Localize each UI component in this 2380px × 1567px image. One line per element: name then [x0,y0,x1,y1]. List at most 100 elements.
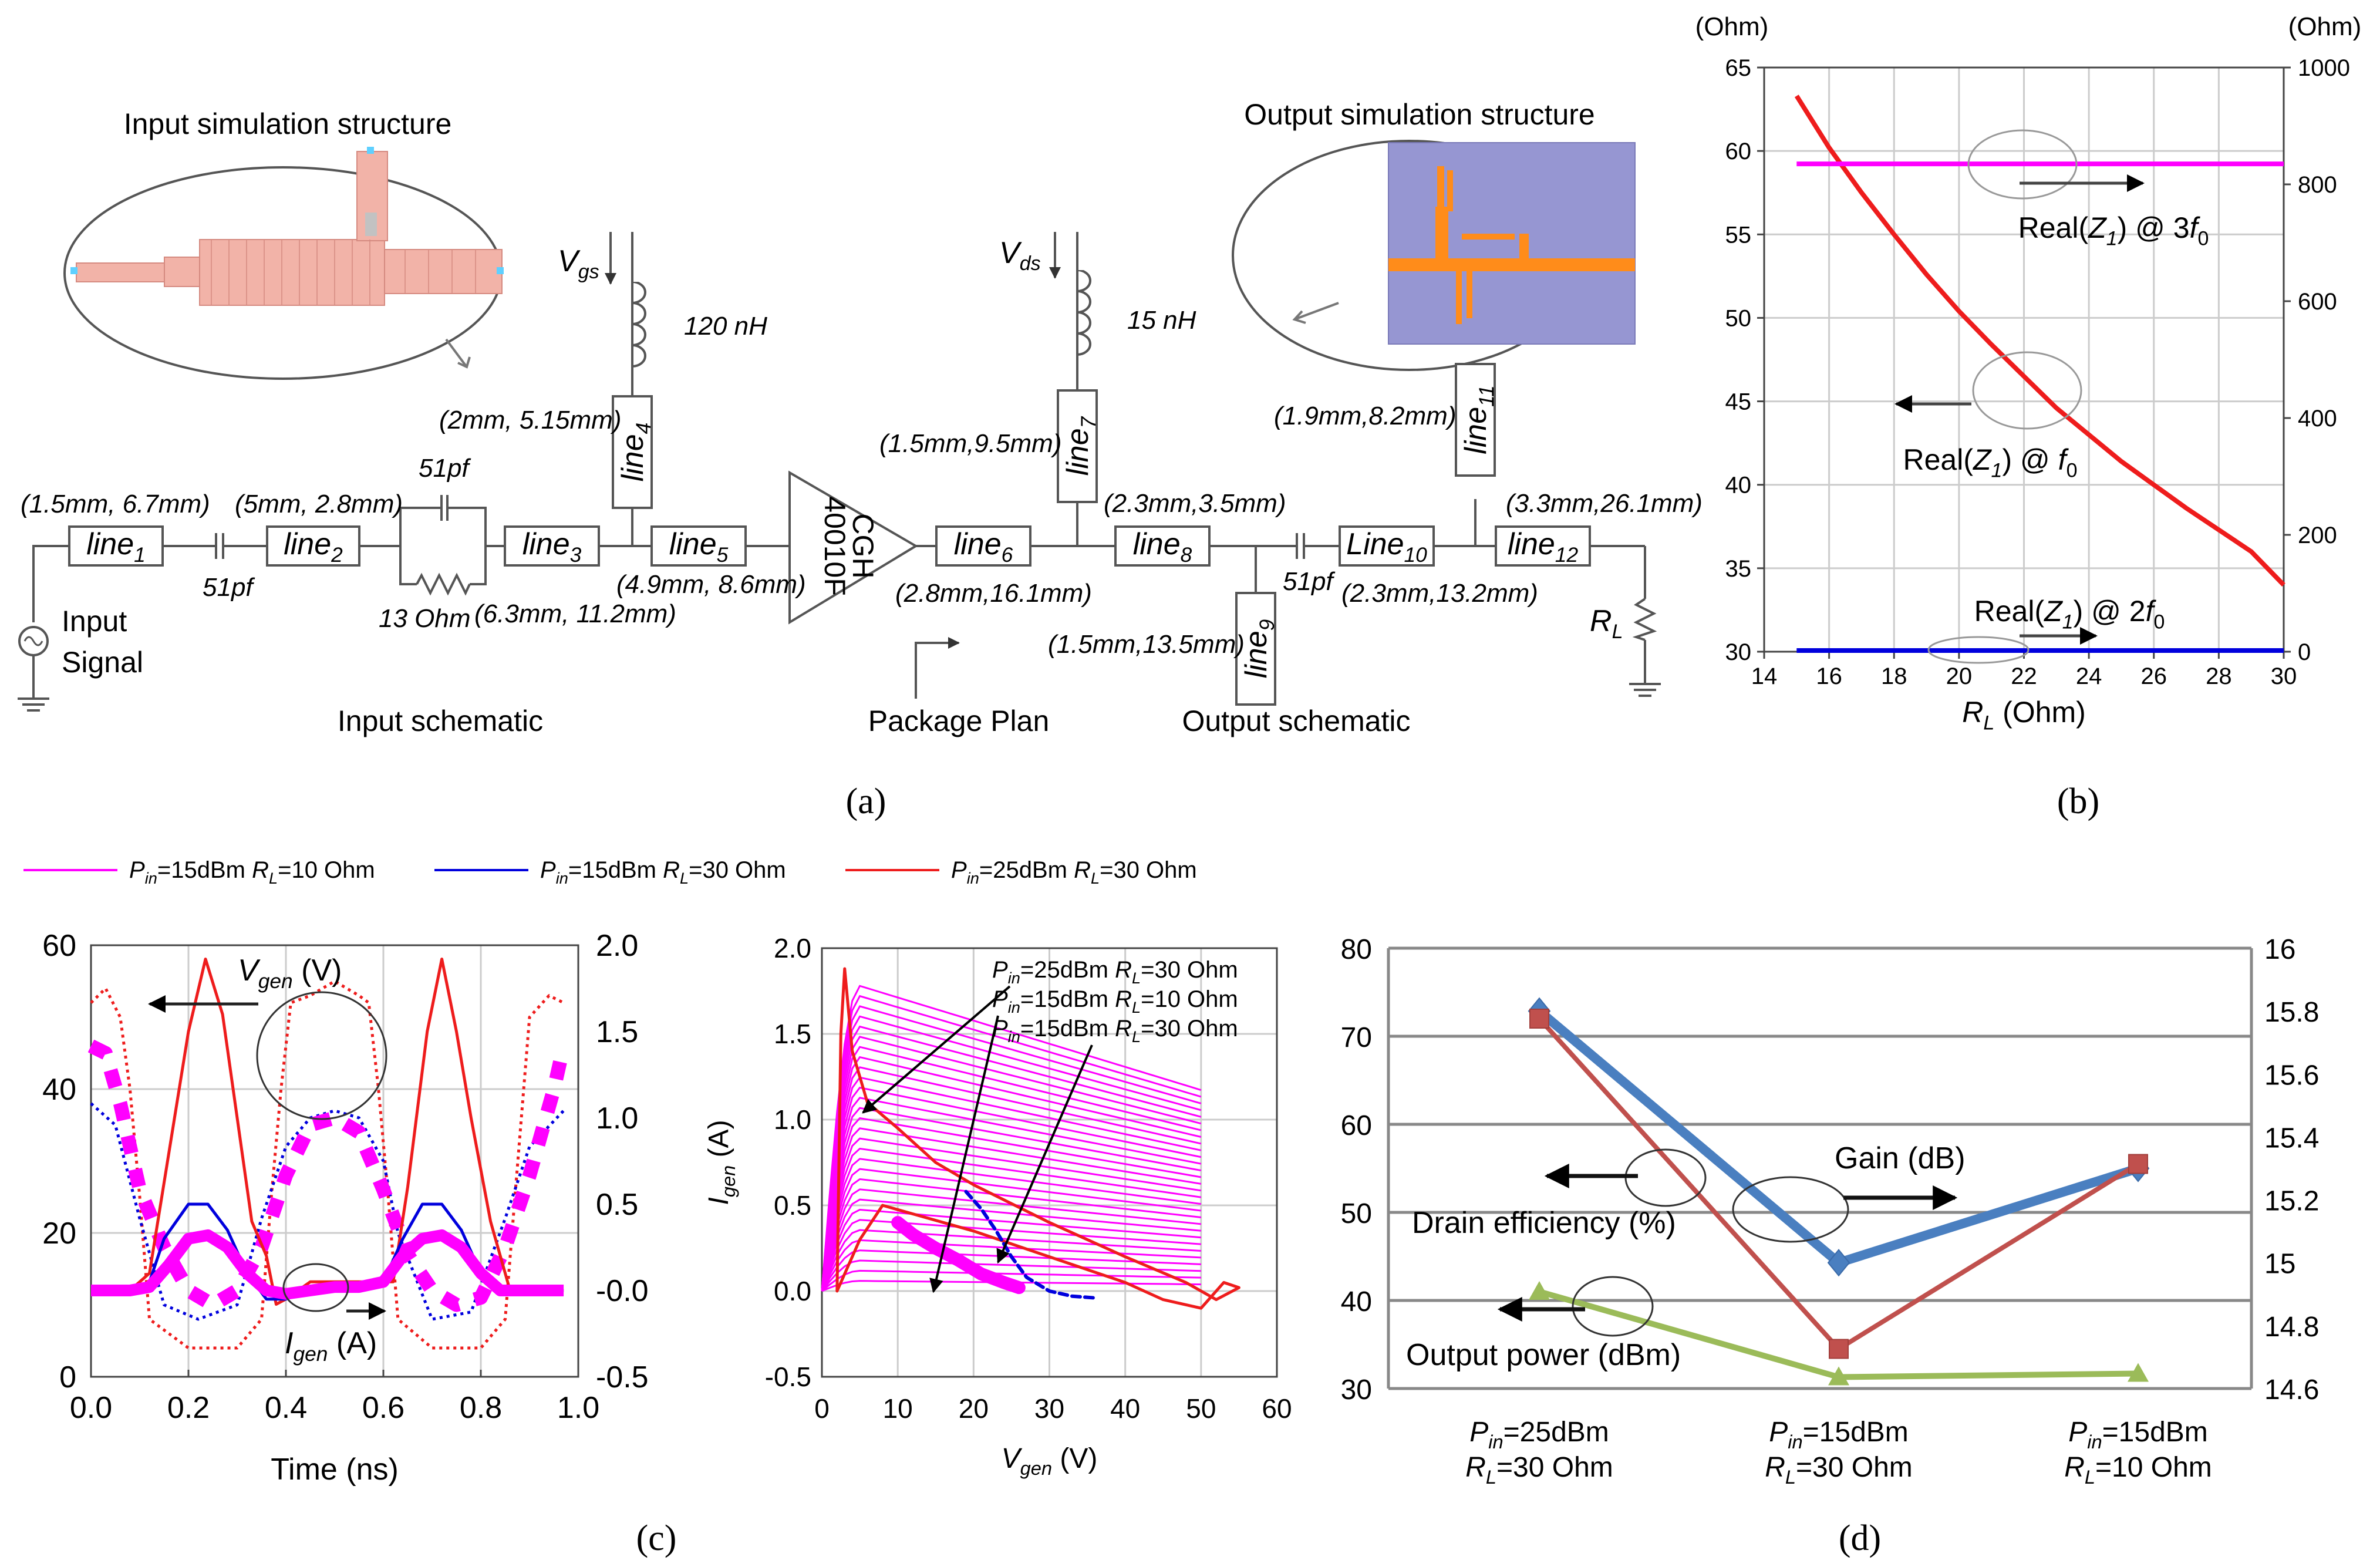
y-left-tick-label: 65 [1725,55,1752,81]
line5-box [650,525,747,567]
device-label-1: CGH [847,513,879,578]
x-tick-label: 14 [1751,663,1778,689]
panel-label-d: (d) [1839,1518,1881,1558]
marker-triangle [1828,1366,1849,1386]
x-tick-label: 28 [2206,663,2232,689]
line9-box [1235,592,1276,706]
y-right-tick-label: -0.5 [596,1360,649,1394]
y-right-tick-label: 14.6 [2264,1374,2319,1406]
x-tick-label: 20 [1946,663,1973,689]
x-axis-title: RL (Ohm) [1962,696,2086,734]
transistor-device [788,470,918,625]
x-tick-label: 0.0 [70,1391,112,1425]
input-signal-label-2: Signal [62,646,143,679]
x-tick-label: 18 [1881,663,1907,689]
line4-label: line4 [616,423,655,482]
marker-square [1829,1339,1849,1359]
x-tick-label: 16 [1816,663,1842,689]
line10-box [1339,525,1435,567]
input-structure-layout [70,147,504,306]
annot-ellipse-vgen [256,991,387,1120]
panel-label-c: (c) [636,1518,677,1558]
output-structure-layout [1388,142,1636,345]
annot-ellipse-gain [1732,1176,1849,1243]
output-structure-title: Output simulation structure [1244,98,1595,131]
iv-curve [821,1178,1202,1292]
chart-d: 30 40 50 60 70 80 14.6 14.8 15 15.2 15.4 15.6 15.8 16… [1341,934,2320,1488]
iv-curve [821,1005,1202,1292]
marker-square [2128,1154,2148,1174]
schematic-panel: Input simulation structure Out [18,98,1703,737]
y-tick-label: 0.5 [774,1190,811,1221]
category-label: Pin=15dBm [1769,1417,1909,1453]
y-right-tick-label: 1000 [2298,55,2350,81]
schematic-dimensions: (1.5mm, 6.7mm) (5mm, 2.8mm) (6.3mm, 11.2… [21,306,1703,659]
series-igen-pin-15dbm-rl-10 [91,1229,564,1300]
category-label: RL=10 Ohm [2064,1452,2212,1488]
legend-c: Pin=15dBm RL=10 Ohm Pin=15dBm RL=30 Ohm Pi… [23,857,1197,887]
vgs-label: Vgs [558,244,599,283]
marker-square [1529,1009,1549,1029]
x-tick-label: 50 [1186,1393,1216,1424]
capacitor-symbols [215,495,1305,559]
annot-ellipse-pout [1572,1276,1654,1337]
iv-curve [821,1025,1202,1292]
x-axis-title: Vgen (V) [1002,1443,1098,1479]
annot-f0: Real(Z1) @ f0 [1903,443,2078,482]
y-right-tick-label: 16 [2264,934,2295,965]
iv-curve [821,1036,1202,1292]
iv-curve [821,1137,1202,1292]
ground-icon [18,683,1661,712]
line3-dim: (6.3mm, 11.2mm) [474,599,676,628]
line5-dim: (4.9mm, 8.6mm) [616,570,806,599]
y-axis-title: Igen (A) [703,1120,739,1205]
line12-dim: (3.3mm,26.1mm) [1506,489,1703,518]
line9-dim: (1.5mm,13.5mm) [1048,630,1245,659]
x-tick-label: 0.6 [362,1391,404,1425]
series-vgen-pin-25dbm-rl-30 [90,979,565,1350]
x-tick-label: 20 [959,1393,989,1424]
line6-dim: (2.8mm,16.1mm) [895,579,1092,608]
annot-vgen: Vgen (V) [238,953,342,993]
y-right-tick-label: -0.0 [596,1274,649,1308]
x-tick-label: 30 [2271,663,2297,689]
y-left-tick-label: 80 [1341,934,1372,965]
y-left-tick-label: 50 [1341,1198,1372,1229]
line2-label: line2 [284,527,343,567]
y-right-tick-label: 15.8 [2264,997,2319,1028]
iv-curve [821,1229,1201,1292]
series-pin-15dbm-rl-30 [964,1189,1097,1300]
panel-label-a: (a) [846,781,886,821]
x-tick-label: 60 [1262,1393,1292,1424]
y-left-tick-label: 30 [1725,639,1752,665]
arrow-icon [929,1015,999,1293]
input-schematic-label: Input schematic [338,705,543,737]
output-schematic-label: Output schematic [1182,705,1410,737]
y-left-tick-label: 40 [1341,1286,1372,1317]
annot-ellipse-2f0 [1927,636,2030,664]
iv-curve [821,1056,1202,1292]
y-right-tick-label: 15 [2264,1249,2295,1280]
label-output-power: Output power (dBm) [1406,1338,1681,1372]
series-real-z1-f0 [1794,95,2285,587]
arrow-icon [996,1044,1093,1264]
resistor-13ohm-icon [416,572,471,596]
legend-label: Pin=25dBm RL=30 Ohm [951,857,1197,887]
y-right-tick-label: 800 [2298,172,2337,198]
y-left-tick-label: 60 [1341,1110,1372,1141]
x-tick-label: 40 [1110,1393,1140,1424]
iv-curve [821,1127,1202,1292]
x-tick-label: 30 [1034,1393,1064,1424]
output-structure-arrow-icon [1292,302,1339,324]
label-gain: Gain (dB) [1835,1141,1966,1175]
y-tick-label: -0.5 [765,1362,811,1392]
line12-label: line12 [1508,527,1579,567]
gate-inductance: 120 nH [684,312,767,341]
line10-dim: (2.3mm,13.2mm) [1341,579,1538,608]
x-tick-label: 24 [2076,663,2102,689]
line7-box [1057,389,1098,503]
iv-curve [821,1168,1202,1292]
y-right-tick-label: 200 [2298,523,2337,548]
series-group [88,958,571,1350]
iv-curve [821,1198,1201,1292]
